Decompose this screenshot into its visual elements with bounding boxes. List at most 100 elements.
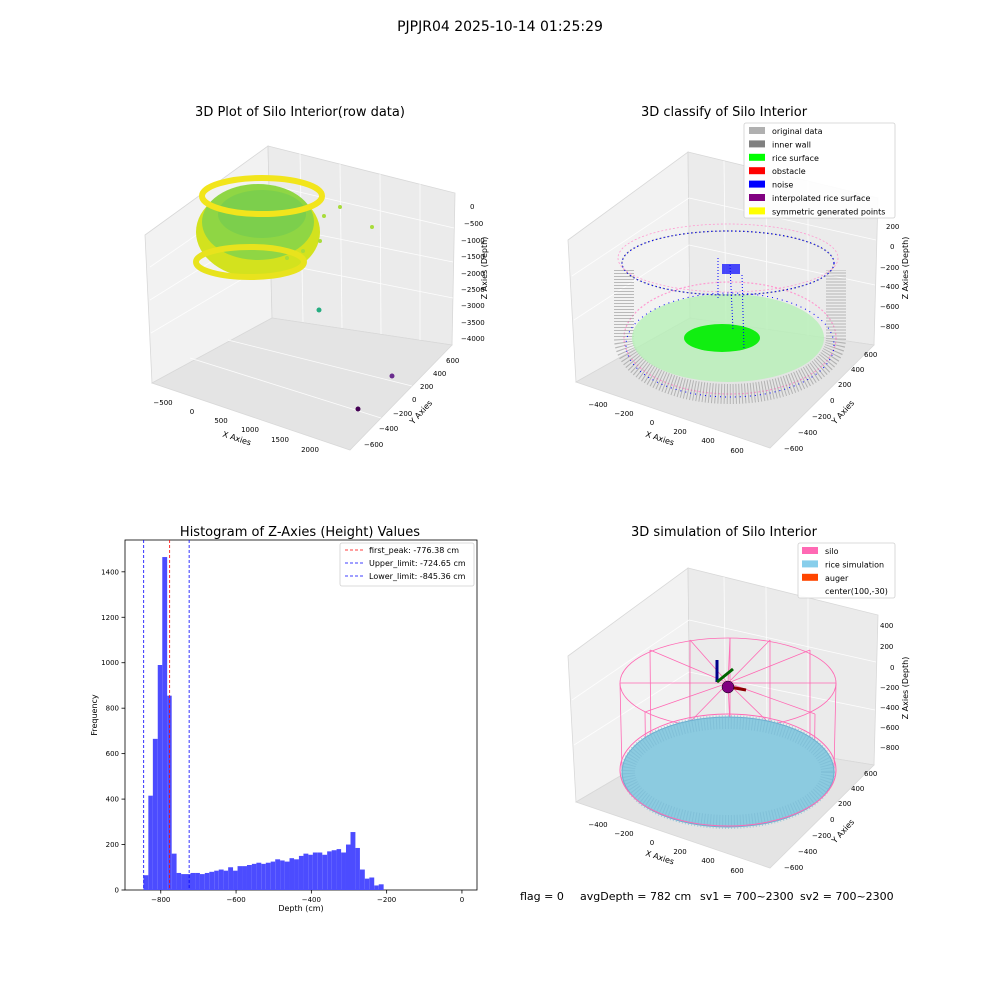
simulation-3d-legend: silo rice simulation auger center(100,-30) (797, 542, 896, 599)
classify-3d-x-tick-label: −200 (614, 410, 633, 418)
histogram-bar (317, 852, 323, 890)
histogram-bar (233, 870, 238, 890)
simulation-3d-x-tick-label: 600 (730, 867, 743, 875)
histogram-bar (289, 858, 295, 890)
histogram-bar (195, 872, 200, 890)
raw-3d-stray-point (301, 249, 305, 253)
figure-suptitle: PJPJR04 2025-10-14 01:25:29 (397, 19, 603, 35)
simulation-3d-z-tick-label: 0 (890, 664, 894, 672)
simulation-3d-z-tick-label: −600 (880, 724, 899, 732)
simulation-3d-x-tick-label: −200 (614, 830, 633, 838)
raw-3d-y-tick-label: −200 (393, 410, 412, 418)
raw-3d-cloud-lower-band (193, 244, 307, 280)
classify-3d-legend-label: obstacle (772, 167, 806, 176)
histogram-bar (242, 866, 247, 890)
classify-3d-z-tick-label: 200 (886, 223, 899, 231)
raw-3d-stray-point (318, 239, 322, 243)
histogram-legend-label: first_peak: -776.38 cm (369, 546, 459, 555)
histogram-y-tick-label: 400 (106, 796, 119, 804)
histogram-bar (331, 850, 337, 890)
simulation-3d-y-tick-label: −200 (812, 832, 831, 840)
classify-3d-x-label: X Axies (644, 430, 675, 448)
raw-3d-z-tick-label: −3000 (461, 302, 485, 310)
histogram-bar (157, 665, 163, 890)
raw-3d-x-tick-label: 500 (214, 417, 227, 425)
histogram-bar (171, 853, 177, 890)
classify-3d-y-tick-label: −600 (784, 445, 803, 453)
histogram-legend-label: Upper_limit: -724.65 cm (369, 559, 466, 568)
histogram-legend-frame (339, 542, 475, 587)
classify-3d-y-tick-label: −200 (812, 413, 831, 421)
histogram-y-ticks: 0 200 400 600 800 1000 1200 1400 (101, 568, 125, 895)
raw-3d-z-label: Z Axies (Depth) (480, 237, 489, 300)
histogram-bar (214, 870, 219, 890)
simulation-3d-x-tick-label: −400 (588, 821, 607, 829)
histogram-x-tick-label: −800 (151, 896, 170, 904)
histogram-axes-frame (124, 539, 478, 891)
classify-3d-x-tick-label: 0 (650, 419, 654, 427)
histogram-bar (237, 866, 243, 890)
simulation-3d-y-tick-label: 200 (838, 800, 851, 808)
histogram-y-tick-label: 200 (106, 841, 119, 849)
status-footer: flag = 0 avgDepth = 782 cm sv1 = 700~230… (520, 890, 894, 903)
histogram-bar (152, 738, 158, 890)
raw-3d-x-tick-label: 2000 (301, 446, 319, 454)
raw-3d-panes (144, 145, 456, 451)
classify-3d-y-tick-label: 0 (830, 397, 834, 405)
sv2-text: sv2 = 700~2300 (800, 890, 894, 903)
classify-3d-legend: original data inner wall rice surface obsta… (743, 122, 896, 219)
classify-3d-inner-wall (614, 270, 846, 404)
histogram-bar (190, 872, 196, 890)
classify-3d-z-tick-label: −800 (880, 323, 899, 331)
simulation-3d-z-ticks: 400 200 0 −200 −400 −600 −800 (880, 622, 899, 752)
simulation-3d-legend-label: auger (825, 574, 849, 583)
histogram-y-label: Frequency (90, 694, 99, 736)
histogram-bar (228, 867, 234, 890)
raw-3d-outlier-point (316, 307, 322, 313)
classify-3d-y-tick-label: 400 (851, 366, 864, 374)
histogram-reference-lines (143, 540, 190, 890)
classify-3d-y-tick-label: 600 (864, 351, 877, 359)
histogram-bar (185, 874, 191, 890)
panel-raw-3d: 3D Plot of Silo Interior(row data) (144, 105, 489, 454)
raw-3d-x-tick-label: −500 (153, 399, 172, 407)
raw-3d-stray-point (285, 256, 289, 260)
histogram-bar (303, 853, 309, 890)
simulation-3d-y-tick-label: −600 (784, 864, 803, 872)
histogram-bar (204, 872, 210, 890)
histogram-bar (359, 869, 365, 890)
simulation-3d-x-tick-label: 200 (673, 848, 686, 856)
histogram-bar (312, 852, 318, 890)
histogram-bar (308, 854, 313, 890)
classify-3d-legend-label: inner wall (772, 140, 811, 149)
classify-3d-legend-label: original data (772, 127, 823, 136)
simulation-3d-rice-texture (621, 715, 835, 829)
classify-3d-z-ticks: 200 0 −200 −400 −600 −800 (880, 223, 899, 331)
histogram-legend: first_peak: -776.38 cm Upper_limit: -724.… (339, 542, 475, 587)
simulation-3d-auger-y-axis (716, 667, 734, 684)
histogram-bar (143, 875, 149, 890)
histogram-bar (280, 860, 285, 890)
classify-3d-y-ticks: −600 −400 −200 0 200 400 600 (784, 351, 877, 453)
histogram-bar (148, 795, 153, 890)
raw-3d-title: 3D Plot of Silo Interior(row data) (195, 105, 405, 120)
histogram-y-tick-label: 0 (115, 887, 119, 895)
raw-3d-y-tick-label: 0 (412, 396, 416, 404)
classify-3d-x-tick-label: 400 (701, 437, 714, 445)
simulation-3d-z-label: Z Axies (Depth) (901, 657, 910, 720)
avg-depth-text: avgDepth = 782 cm (580, 890, 691, 903)
classify-3d-title: 3D classify of Silo Interior (641, 105, 808, 120)
simulation-3d-x-ticks: −400 −200 0 200 400 600 (588, 821, 743, 875)
raw-3d-z-tick-label: −2500 (461, 286, 485, 294)
histogram-bar (162, 557, 168, 890)
simulation-3d-z-tick-label: −800 (880, 744, 899, 752)
raw-3d-y-ticks: −600 −400 −200 0 200 400 600 (364, 357, 459, 449)
raw-3d-y-tick-label: 200 (420, 383, 433, 391)
simulation-3d-z-tick-label: −200 (880, 684, 899, 692)
histogram-bar (275, 859, 281, 890)
raw-3d-outlier-point (355, 406, 361, 412)
raw-3d-z-tick-label: −2000 (461, 270, 485, 278)
raw-3d-z-ticks: 0 −500 −1000 −1500 −2000 −2500 −3000 −35… (461, 203, 485, 343)
classify-3d-legend-swatch (749, 207, 765, 215)
